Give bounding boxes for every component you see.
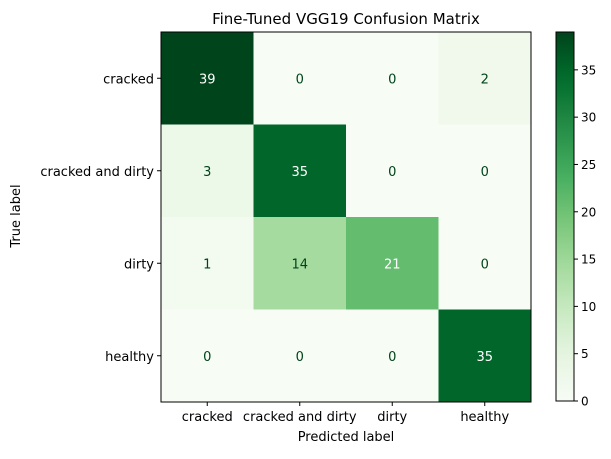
x-tick-label-healthy: healthy bbox=[460, 410, 509, 425]
x-tick-label-cracked-and-dirty: cracked and dirty bbox=[243, 410, 357, 425]
colorbar-tick-label: 5 bbox=[581, 347, 589, 361]
cell-value-label: 0 bbox=[388, 165, 396, 180]
matrix-axes: cracked cracked and dirty dirty healthy crac… bbox=[40, 31, 532, 425]
y-tick-label-cracked: cracked bbox=[103, 72, 154, 87]
y-tick-label-dirty: dirty bbox=[124, 257, 154, 272]
cell-value-label: 0 bbox=[296, 350, 304, 365]
x-tick-label-dirty: dirty bbox=[377, 410, 407, 425]
matrix-cells: 39 0 0 2 3 35 0 0 1 14 21 0 0 0 0 35 bbox=[161, 32, 532, 403]
matrix-cell-healthy-dirty bbox=[346, 309, 439, 403]
matrix-cell-dirty-dirty bbox=[346, 217, 439, 310]
cell-value-label: 2 bbox=[481, 72, 489, 87]
cell-value-label: 1 bbox=[203, 257, 211, 272]
x-tick-label-cracked: cracked bbox=[182, 410, 233, 425]
colorbar-tick-label: 15 bbox=[581, 253, 596, 267]
cell-value-label: 14 bbox=[291, 257, 308, 272]
cell-value-label: 21 bbox=[384, 257, 401, 272]
colorbar: 0 5 10 15 20 25 30 35 bbox=[555, 31, 596, 409]
matrix-cell-cracked-and-dirty-cracked bbox=[161, 124, 254, 218]
matrix-cell-dirty-cracked-and-dirty bbox=[253, 217, 347, 310]
cell-value-label: 0 bbox=[296, 72, 304, 87]
cell-value-label: 0 bbox=[203, 350, 211, 365]
chart-title: Fine-Tuned VGG19 Confusion Matrix bbox=[212, 10, 480, 28]
cell-value-label: 0 bbox=[388, 350, 396, 365]
y-tick-label-cracked-and-dirty: cracked and dirty bbox=[40, 165, 154, 180]
matrix-cell-cracked-cracked bbox=[161, 32, 254, 125]
y-tick-label-healthy: healthy bbox=[105, 350, 154, 365]
matrix-cell-healthy-cracked-and-dirty bbox=[253, 309, 347, 403]
colorbar-gradient bbox=[555, 31, 575, 402]
matrix-frame bbox=[160, 31, 532, 403]
cell-value-label: 3 bbox=[203, 165, 211, 180]
matrix-cell-dirty-cracked bbox=[161, 217, 254, 310]
colorbar-tick-label: 10 bbox=[581, 300, 596, 314]
matrix-cell-dirty-healthy bbox=[438, 217, 532, 310]
cell-value-label: 0 bbox=[481, 165, 489, 180]
x-axis-label: Predicted label bbox=[298, 430, 395, 445]
cell-value-label: 39 bbox=[199, 72, 216, 87]
matrix-cell-cracked-healthy bbox=[438, 32, 532, 125]
y-axis-label: True label bbox=[9, 184, 24, 248]
matrix-cell-healthy-healthy bbox=[438, 309, 532, 403]
matrix-cell-healthy-cracked bbox=[161, 309, 254, 403]
matrix-cell-cracked-and-dirty-healthy bbox=[438, 124, 532, 218]
colorbar-tick-label: 25 bbox=[581, 158, 596, 172]
colorbar-tick-label: 20 bbox=[581, 205, 596, 219]
colorbar-tick-label: 0 bbox=[581, 395, 589, 409]
cell-value-label: 35 bbox=[291, 165, 308, 180]
colorbar-tick-label: 35 bbox=[581, 63, 596, 77]
cell-value-label: 0 bbox=[388, 72, 396, 87]
colorbar-tick-label: 30 bbox=[581, 111, 596, 125]
matrix-cell-cracked-and-dirty-cracked-and-dirty bbox=[253, 124, 347, 218]
cell-value-label: 0 bbox=[481, 257, 489, 272]
matrix-cell-cracked-dirty bbox=[346, 32, 439, 125]
matrix-cell-cracked-and-dirty-dirty bbox=[346, 124, 439, 218]
cell-value-label: 35 bbox=[476, 350, 493, 365]
matrix-cell-cracked-cracked-and-dirty bbox=[253, 32, 347, 125]
